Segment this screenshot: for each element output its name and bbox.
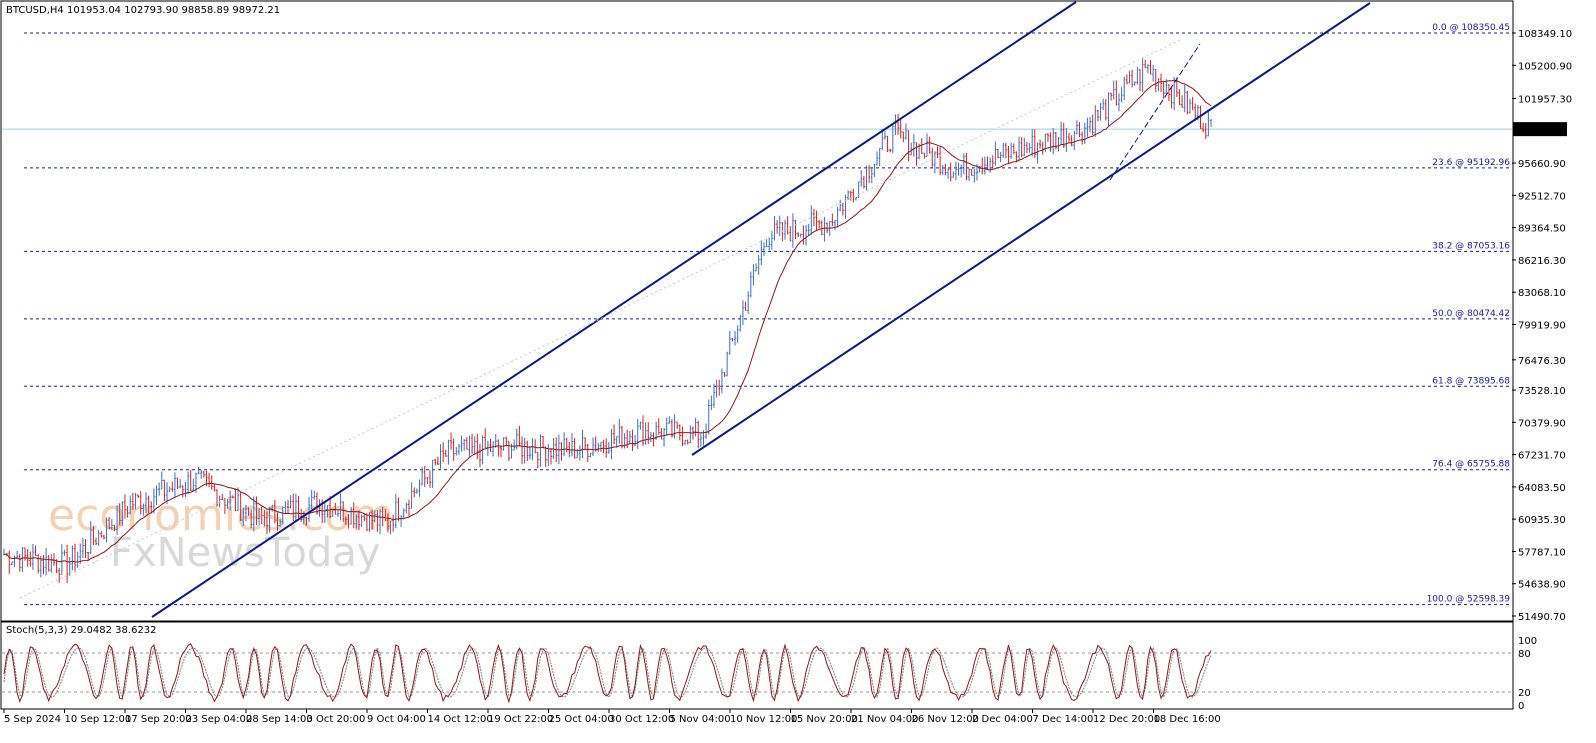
time-tick-label: 10 Sep 12:00 (65, 714, 132, 725)
time-tick-label: 23 Sep 04:00 (186, 714, 253, 725)
main-chart-frame (0, 0, 1514, 622)
price-tick-label: 95660.90 (1518, 159, 1566, 170)
time-tick-label: 7 Dec 14:00 (1033, 714, 1094, 725)
channel-upper-line (151, 1, 1077, 618)
time-tick-label: 17 Sep 20:00 (125, 714, 192, 725)
price-tick-label: 64083.50 (1518, 483, 1566, 494)
fib-label: 38.2 @ 87053.16 (1432, 241, 1510, 251)
time-tick-label: 28 Sep 14:00 (246, 714, 313, 725)
minor-trend-line (1109, 43, 1201, 181)
price-tick-label: 108349.10 (1518, 29, 1572, 40)
price-tick-label: 105200.90 (1518, 61, 1572, 72)
channel-lower-line (691, 2, 1371, 456)
price-tick-label: 92512.70 (1518, 191, 1566, 202)
price-axis: 108349.10 105200.90 101957.30 95660.90 92512… (1512, 29, 1572, 623)
time-tick-label: 30 Oct 12:00 (609, 714, 674, 725)
price-tick-label: 89364.50 (1518, 224, 1566, 235)
time-tick-label: 3 Oct 20:00 (307, 714, 366, 725)
moving-average (3, 79, 1212, 563)
watermark-fxnewstoday: FxNewsToday (110, 530, 380, 576)
price-tick-label: 67231.70 (1518, 451, 1566, 462)
time-tick-label: 9 Oct 04:00 (367, 714, 426, 725)
current-price-box (1513, 122, 1567, 137)
symbol-header: BTCUSD,H4 101953.04 102793.90 98858.89 9… (6, 5, 280, 16)
fib-label: 50.0 @ 80474.42 (1432, 309, 1510, 319)
stoch-axis-label: 0 (1518, 701, 1524, 712)
price-tick-label: 76476.30 (1518, 356, 1566, 367)
fib-label: 0.0 @ 108350.45 (1432, 23, 1510, 33)
fibonacci-levels: 0.0 @ 108350.45 23.6 @ 95192.96 38.2 @ 870… (24, 23, 1512, 606)
stoch-header: Stoch(5,3,3) 29.0482 38.6232 (6, 625, 157, 636)
candles (3, 58, 1212, 583)
price-tick-label: 51490.70 (1518, 612, 1566, 623)
price-tick-label: 73528.10 (1518, 386, 1566, 397)
time-tick-label: 18 Dec 16:00 (1154, 714, 1221, 725)
price-tick-label: 86216.30 (1518, 256, 1566, 267)
time-tick-label: 19 Oct 22:00 (488, 714, 553, 725)
time-tick-label: 2 Dec 04:00 (972, 714, 1033, 725)
fib-label: 23.6 @ 95192.96 (1432, 158, 1510, 168)
stoch-axis-label: 20 (1518, 688, 1531, 699)
watermark-economies: economies.com (48, 490, 394, 541)
time-tick-label: 15 Nov 20:00 (791, 714, 858, 725)
time-tick-label: 12 Dec 20:00 (1093, 714, 1160, 725)
time-tick-label: 26 Nov 12:00 (912, 714, 979, 725)
time-tick-label: 10 Nov 12:00 (730, 714, 797, 725)
time-tick-label: 5 Nov 04:00 (670, 714, 731, 725)
time-tick-label: 14 Oct 12:00 (428, 714, 493, 725)
time-tick-label: 21 Nov 04:00 (851, 714, 918, 725)
price-tick-label: 60935.30 (1518, 515, 1566, 526)
price-tick-label: 79919.90 (1518, 321, 1566, 332)
trend-channel (19, 1, 1371, 618)
price-tick-label: 54638.90 (1518, 580, 1566, 591)
price-tick-label: 101957.30 (1518, 95, 1572, 106)
fib-label: 100.0 @ 52598.39 (1427, 595, 1511, 605)
current-price-label: 98972.21 (1516, 125, 1564, 136)
stoch-main-line (3, 643, 1212, 704)
stochastic-oscillator: 100 80 20 0 (2, 636, 1537, 712)
price-tick-label: 70379.90 (1518, 418, 1566, 429)
time-tick-label: 25 Oct 04:00 (549, 714, 614, 725)
fib-label: 61.8 @ 73895.68 (1432, 376, 1510, 386)
ma-line (3, 79, 1212, 563)
price-tick-label: 83068.10 (1518, 288, 1566, 299)
stoch-axis-label: 80 (1518, 649, 1531, 660)
stoch-axis-label: 100 (1518, 636, 1537, 647)
stoch-frame (0, 621, 1514, 710)
fib-label: 76.4 @ 65755.88 (1432, 460, 1510, 470)
time-tick-label: 5 Sep 2024 (4, 714, 61, 725)
price-tick-label: 57787.10 (1518, 547, 1566, 558)
